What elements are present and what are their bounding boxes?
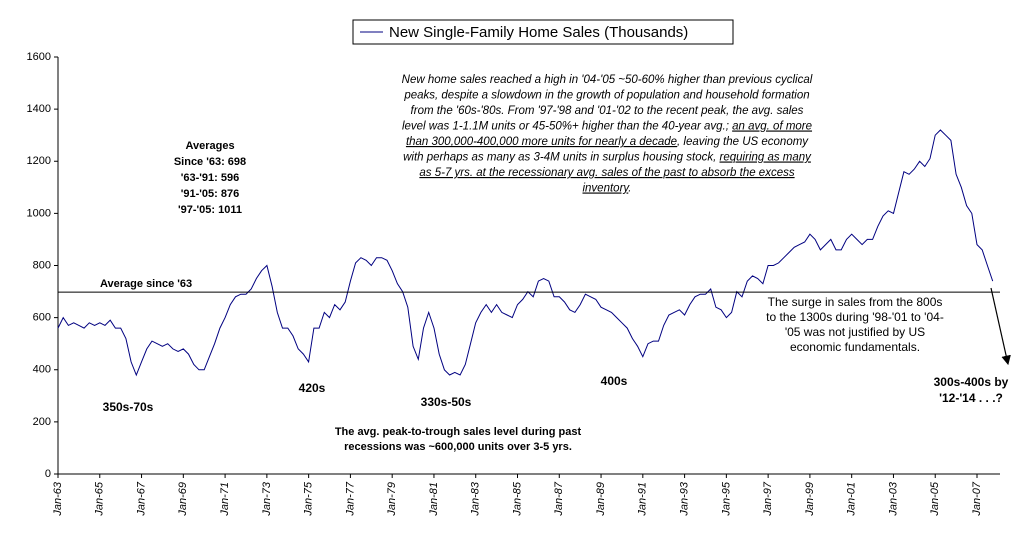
note-line: peaks, despite a slowdown in the growth … [403,90,809,102]
note-line: as 5-7 yrs. at the recessionary avg. sal… [419,167,794,179]
x-tick-label: Jan-05 [929,481,941,517]
y-tick-label: 200 [33,416,51,428]
x-tick-label: Jan-75 [303,481,315,517]
surge-note: to the 1300s during '98-'01 to '04- [766,310,944,324]
arrow [990,287,1011,366]
note-segment: than 300,000-400,000 more units for near… [406,136,677,148]
x-tick-label: Jan-79 [386,482,398,517]
trough-label: 420s [299,381,326,395]
note-segment: peaks, despite a slowdown in the growth … [403,90,809,102]
x-tick-label: Jan-73 [261,481,273,517]
x-tick-label: Jan-99 [804,482,816,517]
y-tick-label: 0 [45,468,51,480]
reference-label: Average since '63 [100,278,192,290]
surge-note: The surge in sales from the 800s [768,295,943,309]
note-line: level was 1-1.1M units or 45-50%+ higher… [402,121,812,133]
note-segment: requiring as many [720,152,813,164]
y-tick-label: 400 [33,364,51,376]
note-segment: from the '60s-'80s. From '97-'98 and '01… [411,105,804,117]
series-line [57,129,994,377]
x-tick-label: Jan-69 [177,482,189,517]
legend-label: New Single-Family Home Sales (Thousands) [389,24,688,41]
y-tick-label: 800 [33,259,51,271]
x-tick-label: Jan-93 [678,481,690,517]
forecast: '12-'14 . . .? [939,391,1003,405]
y-tick-label: 1200 [27,155,51,167]
x-tick-label: Jan-89 [595,482,607,517]
note-segment: with perhaps as many as 3-4M units in su… [403,152,719,164]
surge-note: '05 was not justified by US [785,325,925,339]
x-tick-label: Jan-07 [971,481,983,517]
x-tick-label: Jan-71 [219,482,231,517]
x-tick-label: Jan-95 [720,481,732,517]
y-tick-label: 1400 [27,103,51,115]
note-segment: inventory [582,183,630,195]
x-tick-label: Jan-87 [553,481,565,517]
x-tick-label: Jan-65 [94,481,106,517]
averages: '97-'05: 1011 [178,204,242,216]
trough-label: 350s-70s [103,400,154,414]
x-tick-label: Jan-67 [135,481,147,517]
averages: Averages [185,140,234,152]
x-tick-label: Jan-91 [637,482,649,517]
averages: '91-'05: 876 [181,188,239,200]
surge-note: economic fundamentals. [790,340,920,354]
x-tick-label: Jan-83 [470,481,482,517]
note-line: with perhaps as many as 3-4M units in su… [403,152,812,164]
trough-label: 330s-50s [421,395,472,409]
note-segment: . [628,183,631,195]
note-segment: New home sales reached a high in '04-'05… [402,74,813,86]
note-line: inventory. [582,183,631,195]
note-line: New home sales reached a high in '04-'05… [402,74,813,86]
y-tick-label: 1000 [27,207,51,219]
x-tick-label: Jan-01 [846,482,858,517]
recession-note: The avg. peak-to-trough sales level duri… [335,426,582,438]
note-line: from the '60s-'80s. From '97-'98 and '01… [411,105,804,117]
forecast: 300s-400s by [934,375,1009,389]
note-segment: level was 1-1.1M units or 45-50%+ higher… [402,121,732,133]
y-tick-label: 1600 [27,51,51,63]
y-tick-label: 600 [33,312,51,324]
averages: Since '63: 698 [174,156,246,168]
legend-box [352,19,734,45]
x-tick-label: Jan-63 [52,481,64,517]
note-segment: an avg. of more [732,121,812,133]
note-line: than 300,000-400,000 more units for near… [406,136,809,148]
note-segment: as 5-7 yrs. at the recessionary avg. sal… [419,167,794,179]
x-tick-label: Jan-85 [511,481,523,517]
x-tick-label: Jan-03 [887,481,899,517]
averages: '63-'91: 596 [181,172,239,184]
trough-label: 400s [601,374,628,388]
recession-note: recessions was ~600,000 units over 3-5 y… [344,441,572,453]
x-tick-label: Jan-81 [428,482,440,517]
note-segment: , leaving the US economy [677,136,809,148]
x-tick-label: Jan-97 [762,481,774,517]
x-tick-label: Jan-77 [344,481,356,517]
